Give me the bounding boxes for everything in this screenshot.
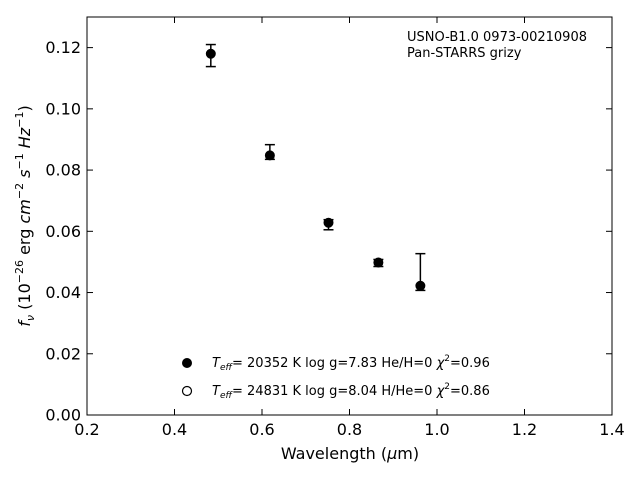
x-tick-label: 1.4 (599, 420, 624, 439)
data-point (323, 217, 334, 228)
x-tick-label: 0.4 (162, 420, 187, 439)
x-tick-label: 0.8 (337, 420, 362, 439)
legend-marker-filled (182, 358, 192, 368)
data-points (205, 43, 426, 292)
y-tick-label: 0.04 (45, 283, 81, 302)
legend-entry-1: Teff= 20352 K log g=7.83 He/H=0 χ2=0.96 (212, 354, 490, 373)
x-tick-label: 1.0 (424, 420, 449, 439)
axis-ticks: 0.2 0.4 0.6 0.8 1.0 1.2 1.4 0.00 0.02 0.04 0.06 0.0… (45, 17, 625, 439)
data-point (373, 257, 384, 268)
y-tick-label: 0.10 (45, 99, 81, 118)
annotation-line-1: USNO-B1.0 0973-00210908 (407, 30, 587, 45)
y-tick-label: 0.12 (45, 38, 81, 57)
y-tick-label: 0.08 (45, 161, 81, 180)
x-axis-label: Wavelength (μm) (281, 444, 419, 463)
data-point (264, 150, 275, 161)
x-tick-label: 0.6 (249, 420, 274, 439)
y-tick-label: 0.02 (45, 344, 81, 363)
legend-marker-open (181, 385, 193, 397)
y-tick-label: 0.06 (45, 222, 81, 241)
annotation-line-2: Pan-STARRS grizy (407, 46, 522, 61)
legend-entry-2: Teff= 24831 K log g=8.04 H/He=0 χ2=0.86 (212, 382, 490, 401)
y-axis-label: fν (10−26 erg cm−2 s−1 Hz−1) (13, 105, 37, 326)
x-tick-label: 1.2 (512, 420, 537, 439)
data-point (205, 48, 216, 59)
y-tick-label: 0.00 (45, 406, 81, 425)
legend: Teff= 20352 K log g=7.83 He/H=0 χ2=0.96 … (181, 354, 490, 401)
data-point (415, 280, 426, 291)
x-tick-label: 0.2 (74, 420, 99, 439)
